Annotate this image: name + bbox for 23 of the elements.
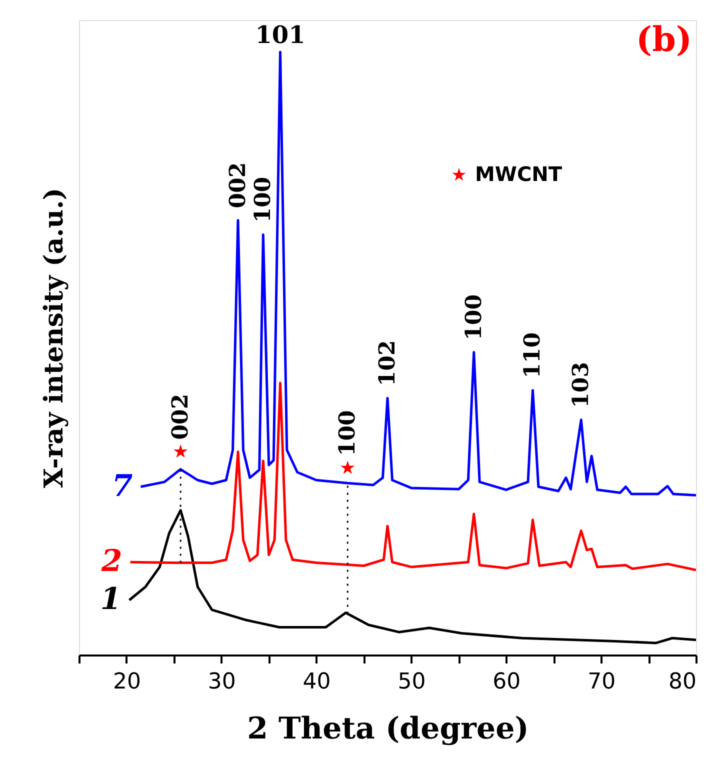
x-tick-label: 80 xyxy=(668,670,696,694)
annotation: 110 xyxy=(520,332,546,378)
x-tick-label: 70 xyxy=(588,670,616,694)
series-label: 7 xyxy=(112,468,133,504)
x-tick-label: 20 xyxy=(112,670,141,694)
x-tick-label: 50 xyxy=(398,670,426,694)
series-label: 2 xyxy=(100,544,122,580)
annotation: (b) xyxy=(636,20,692,60)
annotation: 102 xyxy=(374,340,400,386)
annotation: 002 xyxy=(224,162,251,208)
legend-label: MWCNT xyxy=(475,162,562,186)
annotation: 002 xyxy=(168,394,194,440)
annotation: 100 xyxy=(334,410,361,456)
x-tick-label: 30 xyxy=(208,670,236,694)
series-label: 1 xyxy=(100,582,122,618)
y-axis-title: X-ray intensity (a.u.) xyxy=(40,188,70,488)
annotation: 100 xyxy=(250,176,276,223)
x-axis-title: 2 Theta (degree) xyxy=(247,712,529,746)
annotation: 103 xyxy=(568,362,594,408)
annotation: 101 xyxy=(255,20,306,49)
x-tick-label: 40 xyxy=(302,670,331,694)
x-tick-label: 60 xyxy=(492,670,521,694)
annotation: 100 xyxy=(460,294,487,340)
